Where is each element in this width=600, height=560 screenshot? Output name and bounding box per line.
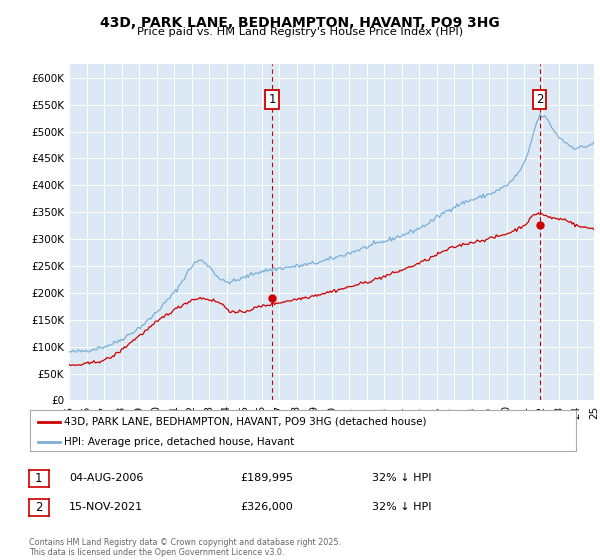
Text: £189,995: £189,995 <box>240 473 293 483</box>
Text: 2: 2 <box>536 93 544 106</box>
Text: 2: 2 <box>35 501 43 514</box>
Text: 04-AUG-2006: 04-AUG-2006 <box>69 473 143 483</box>
Text: Contains HM Land Registry data © Crown copyright and database right 2025.
This d: Contains HM Land Registry data © Crown c… <box>29 538 341 557</box>
Text: 1: 1 <box>35 472 43 485</box>
Text: 32% ↓ HPI: 32% ↓ HPI <box>372 473 431 483</box>
Text: 43D, PARK LANE, BEDHAMPTON, HAVANT, PO9 3HG (detached house): 43D, PARK LANE, BEDHAMPTON, HAVANT, PO9 … <box>64 417 427 427</box>
Text: Price paid vs. HM Land Registry's House Price Index (HPI): Price paid vs. HM Land Registry's House … <box>137 27 463 37</box>
Text: 1: 1 <box>268 93 276 106</box>
Text: 43D, PARK LANE, BEDHAMPTON, HAVANT, PO9 3HG: 43D, PARK LANE, BEDHAMPTON, HAVANT, PO9 … <box>100 16 500 30</box>
Text: 15-NOV-2021: 15-NOV-2021 <box>69 502 143 512</box>
Text: £326,000: £326,000 <box>240 502 293 512</box>
Text: 32% ↓ HPI: 32% ↓ HPI <box>372 502 431 512</box>
Text: HPI: Average price, detached house, Havant: HPI: Average price, detached house, Hava… <box>64 437 295 447</box>
